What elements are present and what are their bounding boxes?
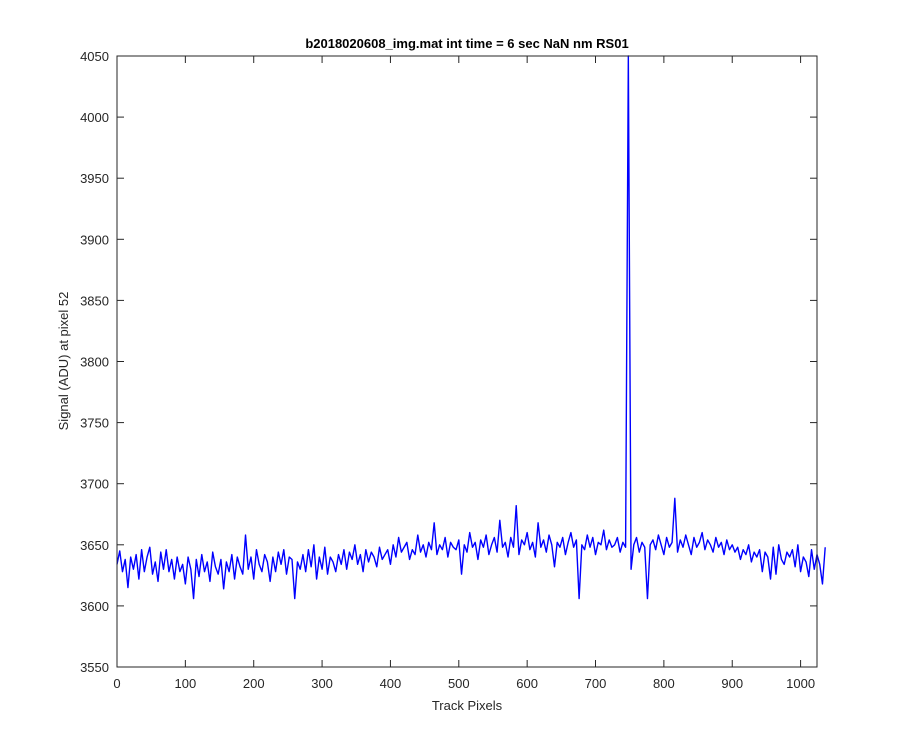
x-tick-label: 200 bbox=[243, 676, 265, 691]
y-axis: 3550 3600 3650 3700 3750 3800 3850 3900 3950 4000… bbox=[80, 49, 817, 675]
x-tick-label: 500 bbox=[448, 676, 470, 691]
signal-line bbox=[116, 55, 826, 600]
data-layer bbox=[116, 55, 826, 600]
y-tick-label: 3950 bbox=[80, 171, 109, 186]
y-tick-label: 4050 bbox=[80, 49, 109, 64]
y-tick-label: 3800 bbox=[80, 355, 109, 370]
x-tick-label: 100 bbox=[175, 676, 197, 691]
x-tick-label: 0 bbox=[113, 676, 120, 691]
x-tick-label: 1000 bbox=[786, 676, 815, 691]
y-tick-label: 3700 bbox=[80, 477, 109, 492]
y-tick-label: 3600 bbox=[80, 599, 109, 614]
y-tick-label: 4000 bbox=[80, 110, 109, 125]
y-tick-label: 3650 bbox=[80, 538, 109, 553]
x-axis: 0 100 200 300 400 500 600 700 800 900 1000 bbox=[113, 56, 815, 691]
y-tick-label: 3850 bbox=[80, 293, 109, 308]
y-tick-label: 3750 bbox=[80, 416, 109, 431]
x-axis-label: Track Pixels bbox=[432, 698, 503, 713]
y-tick-label: 3900 bbox=[80, 232, 109, 247]
x-tick-label: 400 bbox=[380, 676, 402, 691]
y-tick-label: 3550 bbox=[80, 660, 109, 675]
y-axis-label: Signal (ADU) at pixel 52 bbox=[56, 292, 71, 431]
x-tick-label: 900 bbox=[721, 676, 743, 691]
x-tick-label: 600 bbox=[516, 676, 538, 691]
chart-title: b2018020608_img.mat int time = 6 sec NaN… bbox=[305, 36, 628, 51]
x-tick-label: 800 bbox=[653, 676, 675, 691]
x-tick-label: 300 bbox=[311, 676, 333, 691]
x-tick-label: 700 bbox=[585, 676, 607, 691]
